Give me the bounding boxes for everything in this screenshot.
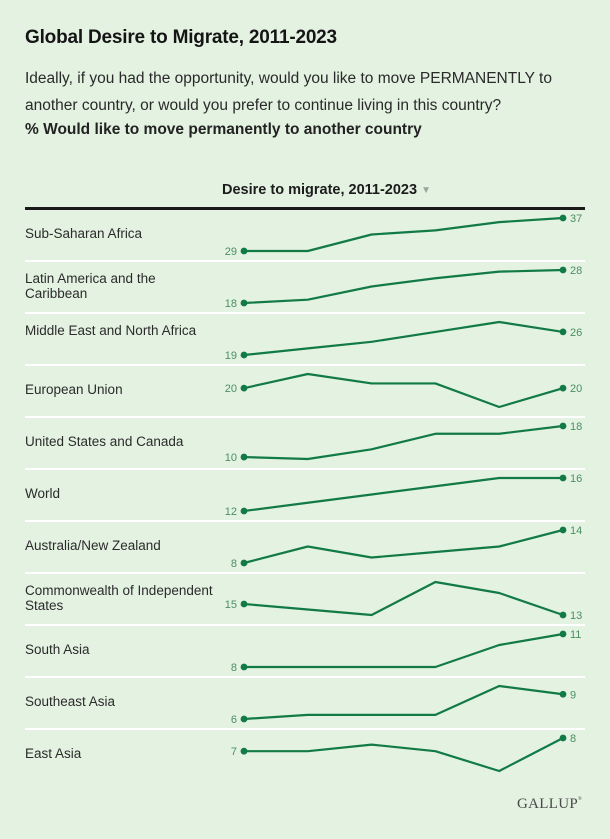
region-row: Australia/New Zealand [25, 522, 585, 574]
region-label: United States and Canada [25, 434, 184, 449]
region-label: East Asia [25, 746, 82, 761]
region-row: United States and Canada [25, 418, 585, 470]
sort-down-icon[interactable]: ▼ [421, 185, 431, 196]
region-label: Latin America and the Caribbean [25, 271, 156, 301]
question-text: Ideally, if you had the opportunity, wou… [25, 70, 552, 114]
region-row: East Asia [25, 730, 585, 782]
column-header-sort[interactable]: Desire to migrate, 2011-2023 ▼ [222, 182, 431, 198]
region-row: Southeast Asia [25, 678, 585, 730]
row-divider [25, 312, 585, 314]
row-divider [25, 624, 585, 626]
region-row: Commonwealth of Independent States [25, 574, 585, 626]
header-rule [25, 207, 585, 210]
region-row: Latin America and the Caribbean [25, 262, 585, 314]
row-divider [25, 728, 585, 730]
column-header-label: Desire to migrate, 2011-2023 [222, 182, 418, 198]
chart-title: Global Desire to Migrate, 2011-2023 [25, 27, 337, 48]
region-row: Sub-Saharan Africa [25, 210, 585, 262]
region-label: Southeast Asia [25, 694, 116, 709]
row-divider [25, 468, 585, 470]
region-label: World [25, 486, 61, 501]
region-label: South Asia [25, 642, 90, 657]
region-label: Middle East and North Africa [25, 323, 197, 338]
region-label: Commonwealth of Independent States [25, 583, 213, 613]
row-divider [25, 572, 585, 574]
row-divider [25, 364, 585, 366]
region-row: South Asia [25, 626, 585, 678]
gallup-logo: GALLUP® [517, 796, 583, 812]
region-row: World [25, 470, 585, 522]
region-row: Middle East and North Africa [25, 314, 585, 366]
measure-label: % Would like to move permanently to anot… [25, 121, 422, 138]
row-divider [25, 520, 585, 522]
region-label: Australia/New Zealand [25, 538, 161, 553]
region-label: Sub-Saharan Africa [25, 226, 143, 241]
region-label: European Union [25, 382, 123, 397]
row-divider [25, 676, 585, 678]
row-divider [25, 260, 585, 262]
region-row: European Union [25, 366, 585, 418]
row-divider [25, 416, 585, 418]
